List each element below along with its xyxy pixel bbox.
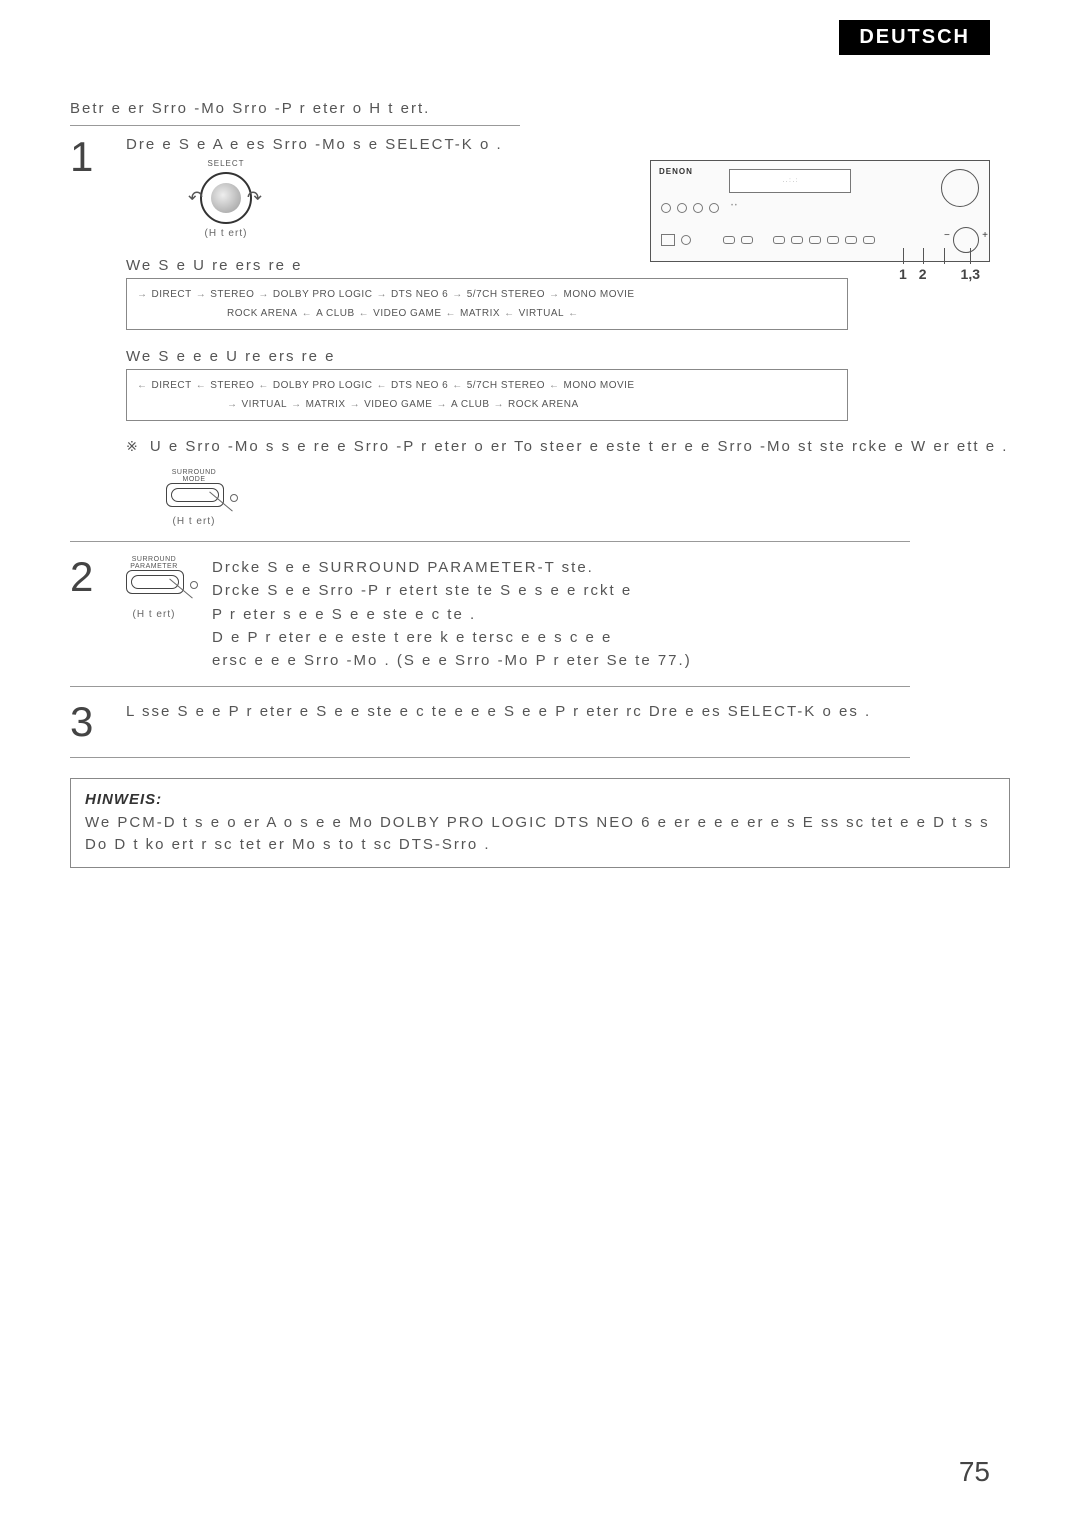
hinweis-title: HINWEIS:: [85, 791, 162, 808]
seq-cw-line2: ROCK ARENA ← A CLUB ← VIDEO GAME ← MATRI…: [137, 304, 837, 323]
intro-text: Betr e er Srro -Mo Srro -P r eter o H t …: [70, 100, 1010, 117]
seq-cw-box: → DIRECT → STEREO → DOLBY PRO LOGIC → DT…: [126, 278, 848, 330]
note-mark-icon: ※: [126, 438, 140, 454]
remote-caption: (H t ert): [166, 516, 222, 527]
seq-cw-line1: → DIRECT → STEREO → DOLBY PRO LOGIC → DT…: [137, 285, 837, 304]
step-3: 3 L sse S e e P r eter e S e e ste e c t…: [70, 701, 1010, 743]
callout-13: 1,3: [961, 266, 980, 282]
select-knob-icon: ↶ ↷: [200, 172, 252, 224]
callout-2: 2: [919, 266, 927, 282]
device-buttons-row: [661, 227, 979, 253]
select-knob-small-icon: [953, 227, 979, 253]
device-dots: • •: [661, 203, 737, 213]
seq-ccw-line1: ← DIRECT ← STEREO ← DOLBY PRO LOGIC ← DT…: [137, 376, 837, 395]
page-number: 75: [959, 1456, 990, 1488]
hinweis-box: HINWEIS: We PCM-D t s e o er A o s e e M…: [70, 778, 1010, 868]
step-number: 2: [70, 556, 110, 598]
select-knob-figure: SELECT ↶ ↷ (H t ert): [126, 159, 326, 239]
volume-knob-icon: [941, 169, 979, 207]
step-number: 1: [70, 136, 110, 178]
remote-surround-parameter: SURROUND PARAMETER (H t ert): [126, 556, 184, 672]
remote-surround-mode: SURROUND MODE (H t ert): [166, 469, 1010, 527]
device-display: . . : . :: [729, 169, 851, 193]
step-number: 3: [70, 701, 110, 743]
knob-label: SELECT: [126, 159, 326, 168]
knob-caption: (H t ert): [126, 228, 326, 239]
step1-text: Dre e S e A e es Srro -Mo s e SELECT-K o…: [126, 136, 1010, 153]
note-text: ※ U e Srro -Mo s s e re e Srro -P r eter…: [126, 435, 1010, 459]
step2-text-block: Drcke S e e SURROUND PARAMETER-T ste. Dr…: [212, 556, 1010, 672]
seq-ccw-title: We S e e e U re ers re e: [126, 348, 1010, 365]
device-brand: DENON: [659, 167, 693, 176]
device-figure: DENON . . : . : • • 1 2 1,3: [650, 160, 990, 282]
device-callouts: 1 2 1,3: [650, 266, 990, 282]
callout-1: 1: [899, 266, 907, 282]
remote-label: SURROUND MODE: [166, 469, 222, 483]
step3-text: L sse S e e P r eter e S e e ste e c te …: [126, 701, 1010, 724]
remote-label: SURROUND PARAMETER: [126, 556, 182, 570]
seq-ccw-box: ← DIRECT ← STEREO ← DOLBY PRO LOGIC ← DT…: [126, 369, 848, 421]
device-front-panel: DENON . . : . : • •: [650, 160, 990, 262]
hinweis-body: We PCM-D t s e o er A o s e e Mo DOLBY P…: [85, 814, 990, 854]
divider: [70, 125, 520, 126]
language-tab: DEUTSCH: [839, 20, 990, 55]
hand-dot-icon: [230, 494, 238, 502]
remote-caption: (H t ert): [126, 609, 182, 620]
divider: [70, 757, 910, 758]
divider: [70, 541, 910, 542]
divider: [70, 686, 910, 687]
step-2: 2 SURROUND PARAMETER (H t ert) Drcke S e…: [70, 556, 1010, 672]
manual-page: DEUTSCH Betr e er Srro -Mo Srro -P r ete…: [0, 0, 1080, 1528]
hand-dot-icon: [190, 581, 198, 589]
remote-button-icon: [126, 570, 184, 594]
seq-ccw-line2: → VIRTUAL → MATRIX → VIDEO GAME → A CLUB…: [137, 395, 837, 414]
remote-button-icon: [166, 483, 224, 507]
